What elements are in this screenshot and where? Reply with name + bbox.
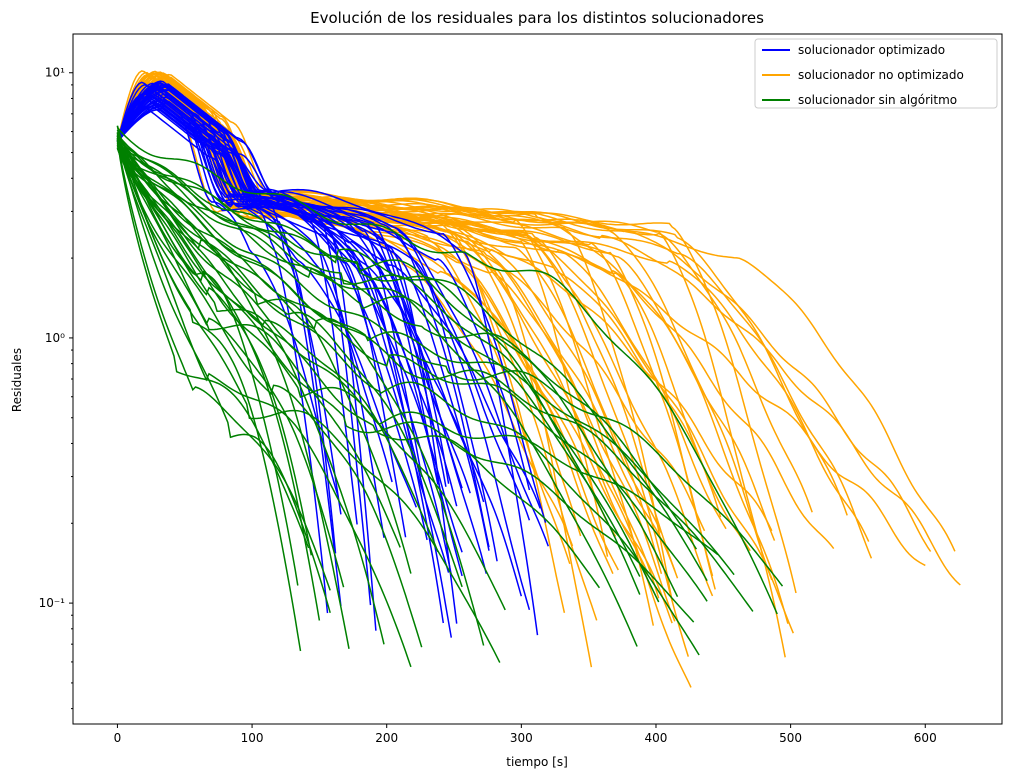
x-axis-ticks: 0 100 200 300 400 500 600	[114, 724, 937, 745]
x-tick-label: 300	[510, 731, 533, 745]
x-tick-label: 0	[114, 731, 122, 745]
solucionador-sin-alg-ritmo-line	[116, 135, 401, 548]
legend-entry: solucionador no optimizado	[798, 68, 964, 82]
solucionador-sin-alg-ritmo-line	[116, 138, 310, 549]
y-tick-label: 10⁻¹	[39, 596, 66, 610]
solucionador-sin-alg-ritmo-line	[116, 141, 638, 647]
x-tick-label: 400	[645, 731, 668, 745]
solucionador-sin-alg-ritmo-line	[116, 143, 784, 587]
solucionador-sin-alg-ritmo-line	[116, 126, 778, 615]
legend: solucionador optimizado solucionador no o…	[754, 38, 998, 109]
x-tick-label: 500	[779, 731, 802, 745]
x-tick-label: 600	[914, 731, 937, 745]
legend-entry: solucionador sin algóritmo	[798, 93, 957, 107]
solucionador-sin-alg-ritmo-line	[116, 143, 385, 645]
solucionador-sin-alg-ritmo-line	[116, 141, 679, 598]
solucionador-optimizado-line	[116, 88, 523, 597]
legend-entry: solucionador optimizado	[798, 43, 945, 57]
x-axis-label: tiempo [s]	[506, 755, 568, 769]
solucionador-optimizado-line	[116, 100, 393, 483]
solucionador-sin-alg-ritmo-line	[116, 147, 439, 553]
solucionador-sin-alg-ritmo-line	[116, 140, 735, 576]
solucionador-sin-alg-ritmo-line	[116, 135, 641, 595]
solucionador-sin-alg-ritmo-line	[116, 135, 641, 577]
solucionador-sin-alg-ritmo-line	[116, 145, 660, 603]
x-tick-label: 100	[241, 731, 264, 745]
legend-box	[754, 38, 998, 109]
solucionador-sin-alg-ritmo-line	[116, 144, 695, 623]
solucionador-optimizado-line	[116, 84, 372, 606]
solucionador-sin-alg-ritmo-line	[116, 133, 601, 589]
y-tick-label: 10⁰	[45, 331, 65, 345]
solucionador-sin-alg-ritmo-line	[116, 129, 463, 588]
y-axis-label: Residuales	[10, 348, 24, 412]
solucionador-no-optimizado-line	[116, 86, 932, 552]
solucionador-sin-alg-ritmo-line	[116, 133, 345, 588]
solucionador-sin-alg-ritmo-line	[116, 134, 700, 656]
solucionador-sin-alg-ritmo-line	[116, 137, 331, 591]
solucionador-sin-alg-ritmo-line	[116, 142, 719, 556]
y-tick-label: 10¹	[45, 66, 65, 80]
solucionador-optimizado-line	[116, 81, 550, 547]
solucionador-optimizado-line	[116, 90, 463, 489]
solucionador-sin-alg-ritmo-line	[116, 135, 412, 668]
solucionador-sin-alg-ritmo-line	[116, 135, 506, 611]
solucionador-sin-alg-ritmo-line	[116, 140, 423, 648]
solucionador-sin-alg-ritmo-line	[116, 131, 331, 614]
solucionador-optimizado-line	[116, 93, 342, 515]
series-lines	[116, 70, 961, 688]
solucionador-sin-alg-ritmo-line	[116, 148, 485, 646]
solucionador-no-optimizado-line	[116, 76, 773, 581]
y-axis-ticks: 10⁻¹ 10⁰ 10¹	[39, 66, 73, 710]
x-tick-label: 200	[375, 731, 398, 745]
chart-title: Evolución de los residuales para los dis…	[310, 9, 764, 27]
solucionador-optimizado-line	[116, 96, 453, 575]
